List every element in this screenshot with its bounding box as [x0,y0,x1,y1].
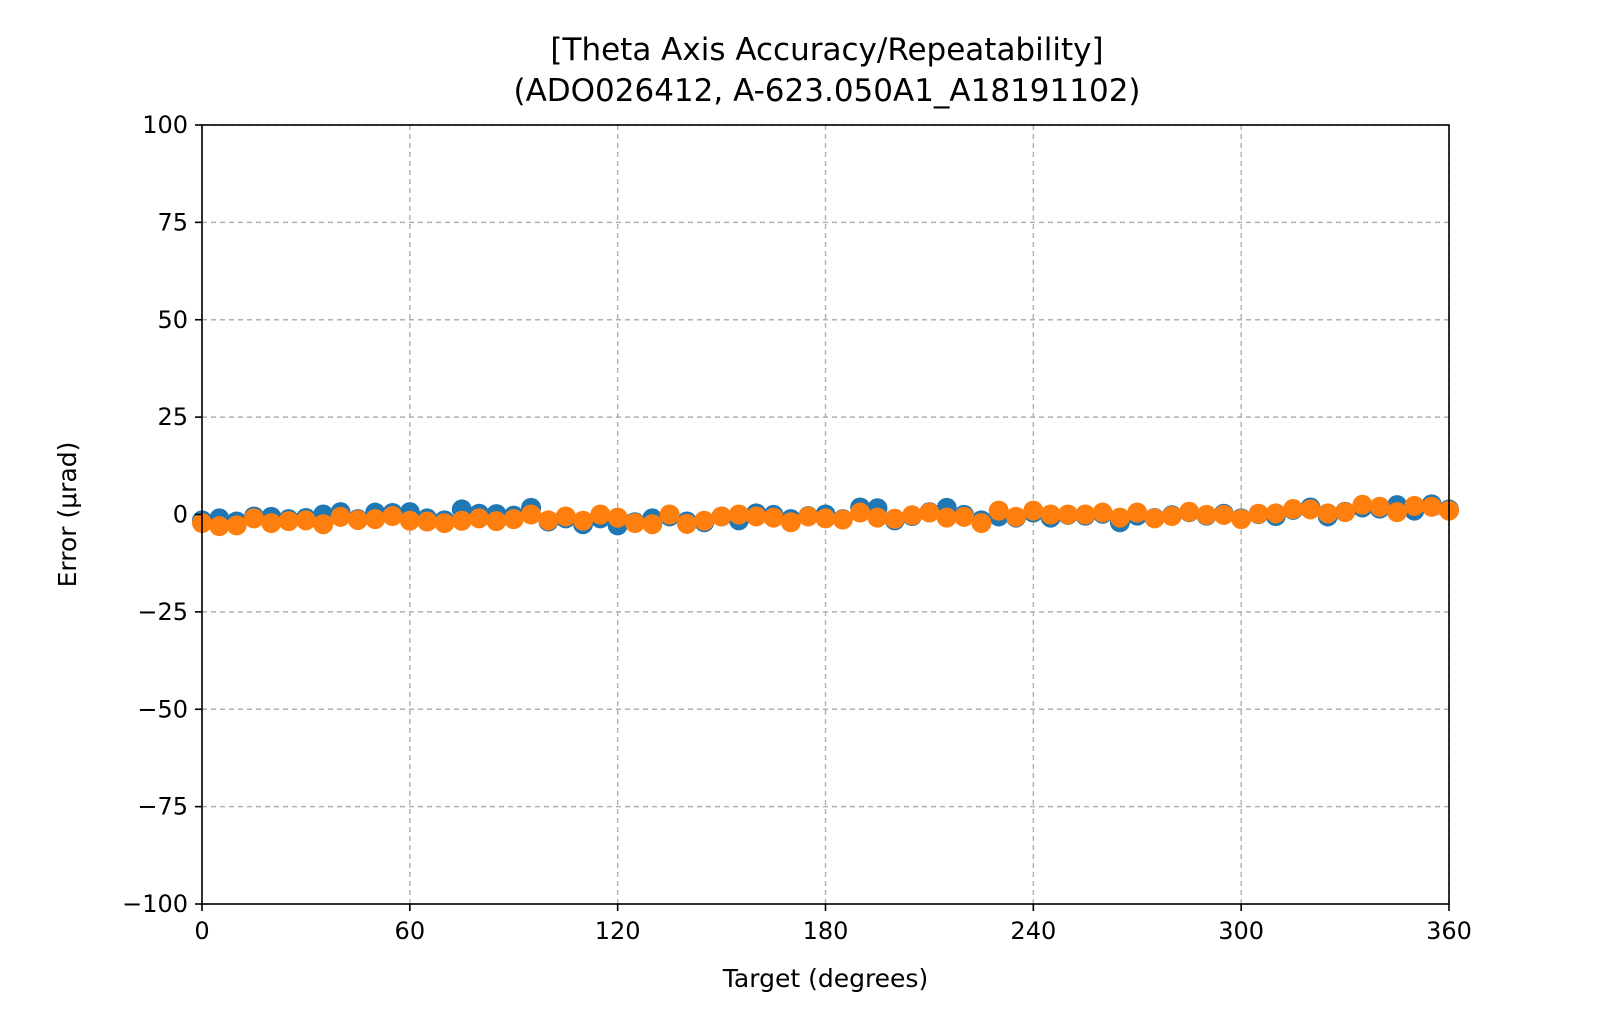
series-2-point [1300,499,1321,520]
chart-title-line-1: [Theta Axis Accuracy/Repeatability] [550,32,1103,68]
series-2-point [209,516,230,537]
series-2-point [780,512,801,533]
series-2-point [624,513,645,534]
series-2-point [676,513,697,534]
series-2-point [330,506,351,527]
series-2-point [867,507,888,528]
series-2-point [815,508,836,529]
series-2-point [417,511,438,532]
data-points [192,494,1459,537]
series-2-point [988,500,1009,521]
axis-ticks: 0 60 120 180 240 300 360 100 75 50 25 0 −25 −50 −75 −10… [122,111,1472,945]
series-2-point [573,510,594,531]
series-2-point [278,511,299,532]
y-axis-label: Error (μrad) [53,442,82,588]
series-2-point [1283,499,1304,520]
series-2-point [555,506,576,527]
series-2-point [261,513,282,534]
series-2-point [694,510,715,531]
series-2-point [521,504,542,525]
series-2-point [1144,508,1165,529]
y-tick-label: −100 [122,890,188,918]
series-2-point [659,504,680,525]
series-2-point [642,514,663,535]
x-tick-label: 60 [395,917,426,945]
chart-title-line-2: (ADO026412, A-623.050A1_A18191102) [513,73,1140,109]
series-2-point [365,509,386,530]
series-2-point [850,502,871,523]
series-2-point [486,511,507,532]
x-tick-label: 360 [1426,917,1472,945]
series-2-point [1369,496,1390,517]
series-2-point [295,510,316,531]
y-tick-label: 25 [157,403,188,431]
x-axis-label: Target (degrees) [722,964,928,993]
series-2-point [1161,506,1182,527]
series-2-point [884,508,905,529]
series-2-point [1421,496,1442,517]
series-2-point [902,505,923,526]
series-2-point [1335,502,1356,523]
series-2-point [1109,507,1130,528]
series-2-point [1075,504,1096,525]
series-2-point [798,506,819,527]
series-2-point [711,506,732,527]
series-2-point [746,506,767,527]
series-2-point [590,504,611,525]
series-2-point [1404,495,1425,516]
series-2-point [1092,502,1113,523]
series-2-point [1040,504,1061,525]
series-2-point [1057,504,1078,525]
y-tick-label: 50 [157,306,188,334]
series-2-point [313,514,334,535]
series-2-point [1006,506,1027,527]
series-2-point [607,507,628,528]
series-2-point [451,510,472,531]
series-2-point [971,513,992,534]
series-2-point [763,507,784,528]
series-2-point [832,509,853,530]
series-2-point [1317,503,1338,524]
y-tick-label: 75 [157,208,188,236]
series-2-point [728,504,749,525]
x-tick-label: 120 [595,917,641,945]
series-2-point [954,506,975,527]
y-tick-label: −75 [137,793,188,821]
series-2-point [919,502,940,523]
series-2-point [243,508,264,529]
series-2-point [226,515,247,536]
y-tick-label: −25 [137,598,188,626]
x-tick-label: 300 [1218,917,1264,945]
series-2-point [1352,494,1373,515]
series-2-point [1213,504,1234,525]
series-2-point [936,507,957,528]
series-2-point [1023,500,1044,521]
series-2-point [434,513,455,534]
y-tick-label: −50 [137,695,188,723]
x-tick-label: 0 [194,917,209,945]
x-tick-label: 180 [803,917,849,945]
series-2-point [1196,504,1217,525]
series-2-point [503,509,524,530]
series-2-point [399,510,420,531]
y-tick-label: 100 [142,111,188,139]
series-2-point [1127,502,1148,523]
series-2-point [1231,509,1252,530]
x-tick-label: 240 [1010,917,1056,945]
series-2-point [1179,501,1200,522]
y-tick-label: 0 [173,501,188,529]
series-2-point [347,509,368,530]
series-2-point [469,508,490,529]
series-2-point [538,510,559,531]
series-2-point [382,506,403,527]
series-2-point [1248,503,1269,524]
series-2-point [1265,503,1286,524]
series-2-point [1387,502,1408,523]
